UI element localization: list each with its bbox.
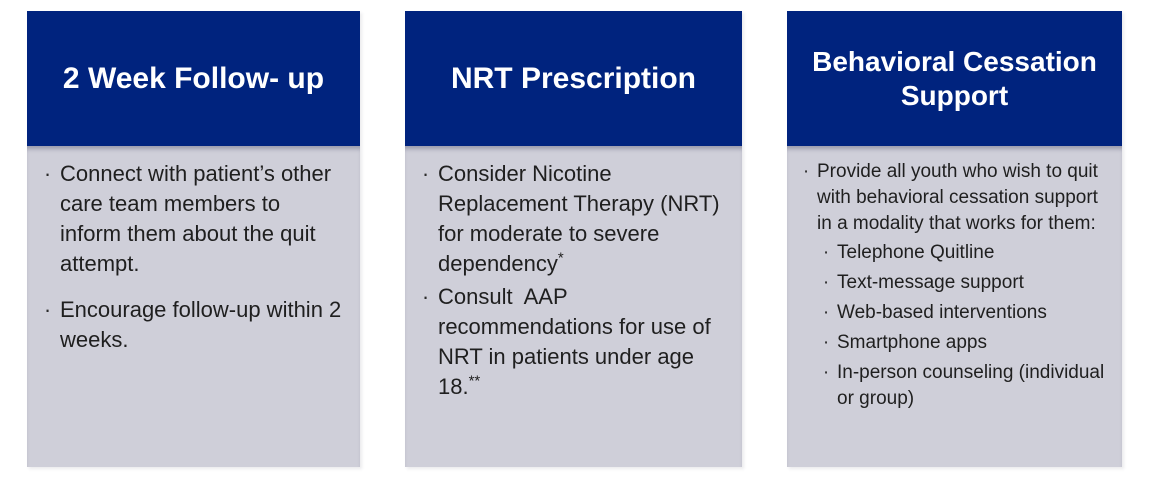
- bullet-text-main: Consult AAP recommendations for use of N…: [438, 284, 717, 399]
- bullet-text: Consider Nicotine Replacement Therapy (N…: [438, 159, 726, 279]
- bullet-text: Provide all youth who wish to quit with …: [817, 159, 1114, 237]
- bullet-text-main: Encourage follow-up within 2 weeks.: [60, 297, 348, 352]
- sub-bullet-item: · Smartphone apps: [815, 330, 1114, 356]
- sub-bullet-text: Text-message support: [837, 272, 1024, 293]
- sub-bullet-item: · Web-based interventions: [815, 300, 1114, 326]
- sub-bullet-text: Smartphone apps: [837, 332, 987, 353]
- card-nrt-prescription: NRT Prescription · Consider Nicotine Rep…: [405, 11, 742, 467]
- card-behavioral-cessation-support: Behavioral Cessation Support · Provide a…: [787, 11, 1122, 467]
- sub-bullet-item: · Telephone Quitline: [815, 240, 1114, 266]
- bullet-dot-icon: ·: [822, 302, 830, 323]
- bullet-dot-icon: ·: [43, 161, 52, 186]
- card-body-behavioral-cessation-support: · Provide all youth who wish to quit wit…: [787, 146, 1122, 467]
- bullet-text: Connect with patient’s other care team m…: [60, 159, 344, 279]
- bullet-dot-icon: ·: [421, 161, 430, 186]
- card-body-nrt-prescription: · Consider Nicotine Replacement Therapy …: [405, 146, 742, 467]
- card-header-nrt-prescription: NRT Prescription: [405, 11, 742, 146]
- bullet-item: · Provide all youth who wish to quit wit…: [795, 159, 1114, 237]
- bullet-item: · Consult AAP recommendations for use of…: [413, 282, 726, 402]
- bullet-text-main: Consider Nicotine Replacement Therapy (N…: [438, 161, 726, 276]
- card-title: 2 Week Follow- up: [62, 61, 325, 95]
- bullet-dot-icon: ·: [421, 284, 430, 309]
- bullet-text-main: Provide all youth who wish to quit with …: [817, 161, 1104, 234]
- bullet-dot-icon: ·: [822, 242, 830, 263]
- sub-bullet-list: · Telephone Quitline · Text-message supp…: [815, 240, 1114, 412]
- bullet-dot-icon: ·: [822, 272, 830, 293]
- bullet-superscript: *: [557, 249, 564, 267]
- bullet-item: · Consider Nicotine Replacement Therapy …: [413, 159, 726, 279]
- bullet-dot-icon: ·: [43, 297, 52, 322]
- card-2-week-follow-up: 2 Week Follow- up · Connect with patient…: [27, 11, 360, 467]
- card-header-2-week-follow-up: 2 Week Follow- up: [27, 11, 360, 146]
- bullet-item: · Encourage follow-up within 2 weeks.: [35, 295, 344, 355]
- card-title: Behavioral Cessation Support: [812, 46, 1097, 111]
- bullet-dot-icon: ·: [822, 332, 830, 353]
- sub-bullet-text: Telephone Quitline: [837, 242, 995, 263]
- card-body-2-week-follow-up: · Connect with patient’s other care team…: [27, 146, 360, 467]
- bullet-dot-icon: ·: [822, 362, 830, 383]
- bullet-item: · Connect with patient’s other care team…: [35, 159, 344, 279]
- bullet-superscript: **: [468, 372, 481, 390]
- bullet-text: Encourage follow-up within 2 weeks.: [60, 295, 344, 355]
- card-header-behavioral-cessation-support: Behavioral Cessation Support: [787, 11, 1122, 146]
- sub-bullet-item: · Text-message support: [815, 270, 1114, 296]
- sub-bullet-text: In-person counseling (individual or grou…: [837, 362, 1110, 409]
- bullet-text-main: Connect with patient’s other care team m…: [60, 161, 338, 276]
- sub-bullet-text: Web-based interventions: [837, 302, 1047, 323]
- bullet-text: Consult AAP recommendations for use of N…: [438, 282, 726, 402]
- sub-bullet-item: · In-person counseling (individual or gr…: [815, 360, 1114, 412]
- card-title: NRT Prescription: [450, 61, 697, 95]
- bullet-dot-icon: ·: [802, 161, 810, 182]
